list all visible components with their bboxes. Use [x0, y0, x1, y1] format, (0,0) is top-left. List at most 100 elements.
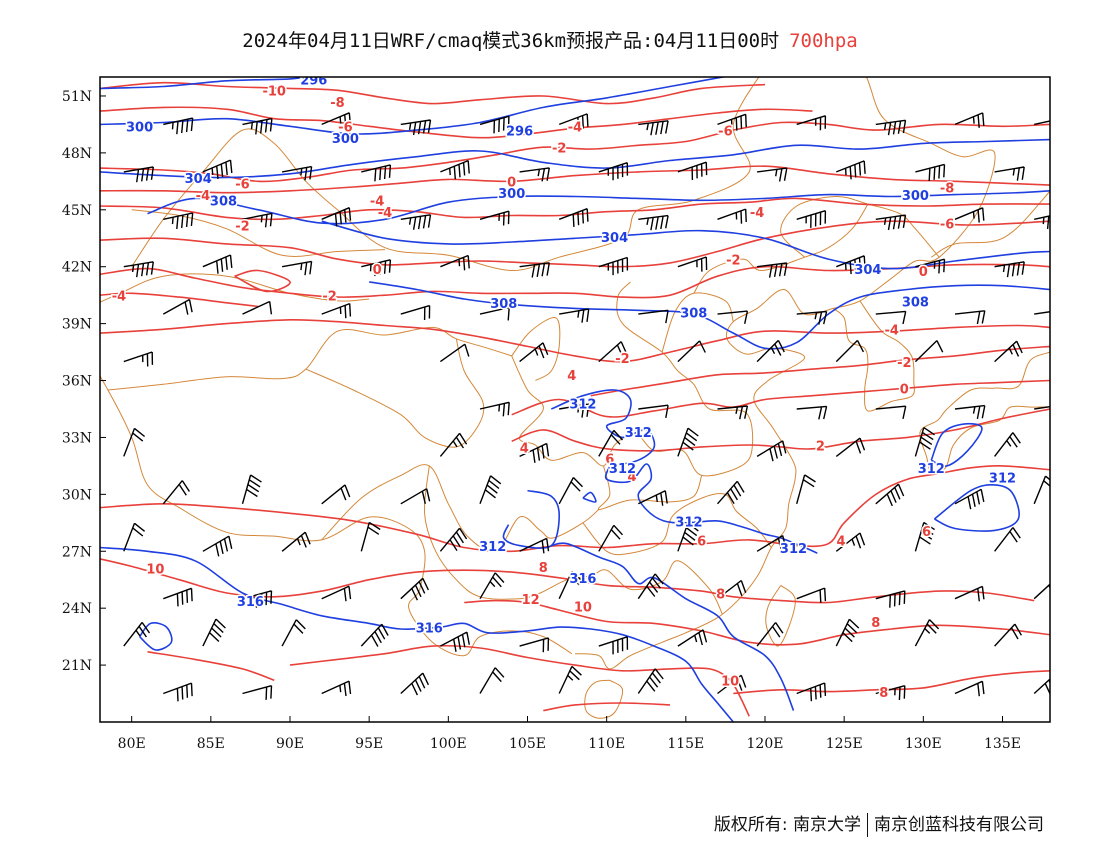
wind-barb	[756, 535, 787, 552]
wind-barb	[519, 637, 550, 653]
height-labels: 296 300 300 296 304 308 300 300 304 304 308 308 308 3…	[125, 77, 1018, 638]
temperature-label: -4	[378, 206, 392, 221]
wind-barb	[519, 537, 550, 554]
temperature-label: 12	[522, 593, 540, 608]
boundary-line	[100, 374, 573, 657]
wind-barb	[994, 340, 1023, 363]
wind-barb	[1033, 475, 1050, 505]
wind-barb	[281, 531, 311, 552]
height-contours	[100, 77, 1050, 722]
wind-barb	[875, 214, 907, 231]
wind-barb	[638, 404, 669, 419]
height-contour	[604, 463, 818, 554]
temperature-contour	[100, 81, 766, 105]
wind-barb	[994, 261, 1025, 278]
height-label: 312	[625, 426, 652, 441]
wind-barb	[914, 340, 944, 363]
lat-tick-label: 39N	[62, 317, 92, 333]
wind-barb	[598, 256, 629, 276]
boundary-line	[832, 300, 915, 412]
temperature-contour	[511, 379, 1050, 418]
wind-barb	[321, 585, 352, 602]
wind-barb	[796, 405, 828, 420]
wind-barb	[400, 214, 432, 230]
wind-barb	[717, 208, 747, 224]
plot-frame	[99, 76, 1051, 723]
wind-barb	[479, 401, 510, 417]
wind-barb	[994, 432, 1021, 457]
temperature-label: -4	[750, 206, 764, 221]
temperature-label: 4	[520, 441, 529, 456]
wind-barb	[637, 490, 668, 506]
wind-barb	[638, 309, 669, 324]
wind-barb	[281, 260, 313, 276]
temperature-labels: -10-8-6 -4 -6-2-6-40 -8-4-4 -4-6-2-20 0-4 -2-4…	[110, 83, 956, 702]
boundary-line	[131, 77, 760, 272]
wind-barb	[439, 432, 468, 457]
lon-tick-label: 120E	[747, 736, 784, 752]
temperature-contour	[234, 269, 291, 293]
height-contour	[582, 491, 597, 503]
boundary-line	[511, 317, 561, 381]
temperature-label: -6	[940, 218, 954, 233]
pressure-level-label: 700hpa	[789, 30, 858, 52]
height-contour	[100, 77, 315, 90]
wind-barb	[400, 304, 431, 321]
wind-barb	[677, 522, 699, 552]
wind-barb	[637, 573, 664, 600]
height-label: 312	[609, 462, 636, 477]
lon-tick-label: 100E	[430, 736, 467, 752]
boundary-line	[584, 679, 624, 719]
wind-barb	[321, 112, 352, 128]
copyright-text: 版权所有: 南京大学	[713, 815, 861, 835]
height-label: 312	[479, 540, 506, 555]
temperature-label: -8	[940, 181, 954, 196]
wind-barb	[796, 682, 827, 702]
wind-barb	[875, 590, 906, 608]
wind-barb	[519, 167, 550, 182]
height-label: 304	[601, 231, 628, 246]
temperature-label: 0	[919, 265, 928, 280]
lon-tick-label: 95E	[355, 736, 383, 752]
temperature-label: 6	[697, 534, 706, 549]
lat-tick-label: 42N	[62, 260, 92, 276]
wind-barb	[1033, 583, 1050, 600]
company-name: 南京创蓝科技有限公司	[874, 815, 1044, 835]
wind-barb	[123, 427, 146, 457]
wind-barb	[242, 212, 273, 228]
wind-barb	[558, 113, 589, 129]
wind-barb	[162, 298, 193, 315]
lat-tick-label: 45N	[62, 203, 92, 219]
temperature-label: -6	[235, 178, 249, 193]
wind-barb	[796, 310, 828, 325]
wind-barb	[559, 403, 590, 418]
height-label: 296	[506, 125, 533, 140]
wind-barb	[202, 535, 233, 557]
wind-barb	[994, 527, 1021, 552]
height-label: 300	[332, 132, 359, 147]
wind-barb	[757, 167, 788, 182]
wind-barb	[281, 619, 306, 647]
wind-barb	[242, 590, 273, 608]
wind-barb	[123, 261, 154, 278]
temperature-label: 6	[922, 525, 931, 540]
wind-barb	[835, 339, 865, 363]
wind-barb	[163, 682, 193, 702]
lat-tick-label: 21N	[62, 658, 92, 674]
wind-barb	[914, 619, 940, 647]
wind-barb	[638, 214, 669, 231]
height-label: 312	[780, 542, 807, 557]
temperature-label: -2	[615, 352, 629, 367]
wind-barb	[479, 475, 502, 505]
wind-barb	[1034, 215, 1050, 230]
wind-barb	[400, 488, 431, 505]
wind-barb	[1034, 405, 1050, 410]
temperature-contour	[100, 318, 1050, 363]
credit-line: 版权所有: 南京大学 南京创蓝科技有限公司	[714, 810, 1044, 837]
temperature-contour	[543, 702, 671, 712]
wind-barb	[677, 256, 708, 272]
boundary-line	[511, 281, 754, 477]
wind-barb	[519, 442, 550, 463]
lon-tick-label: 85E	[197, 736, 225, 752]
temperature-label: 8	[871, 616, 880, 631]
